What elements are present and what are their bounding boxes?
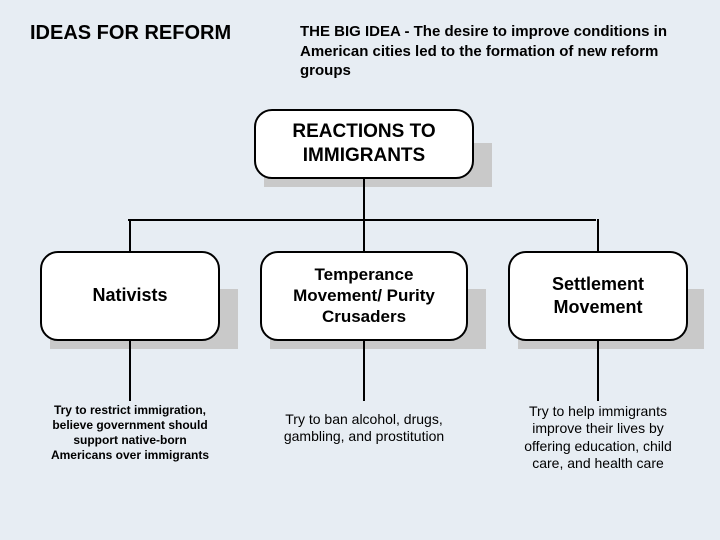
header: IDEAS FOR REFORM THE BIG IDEA - The desi… <box>0 0 720 91</box>
connector <box>597 341 599 401</box>
connector <box>128 219 596 221</box>
tree-diagram: REACTIONS TO IMMIGRANTS Nativists Try to r… <box>0 91 720 531</box>
leaf-text-0: Try to restrict immigration, believe gov… <box>38 403 222 463</box>
connector <box>363 341 365 401</box>
page-title: IDEAS FOR REFORM <box>30 22 260 81</box>
connector <box>129 219 131 251</box>
connector <box>363 179 365 219</box>
connector <box>597 219 599 251</box>
child-node-0: Nativists <box>40 251 220 341</box>
leaf-text-1: Try to ban alcohol, drugs, gambling, and… <box>262 411 466 446</box>
connector <box>129 341 131 401</box>
root-node: REACTIONS TO IMMIGRANTS <box>254 109 474 179</box>
connector <box>363 219 365 251</box>
big-idea-text: THE BIG IDEA - The desire to improve con… <box>300 22 690 81</box>
child-node-2: Settlement Movement <box>508 251 688 341</box>
child-node-1: Temperance Movement/ Purity Crusaders <box>260 251 468 341</box>
leaf-text-2: Try to help immigrants improve their liv… <box>506 403 690 473</box>
